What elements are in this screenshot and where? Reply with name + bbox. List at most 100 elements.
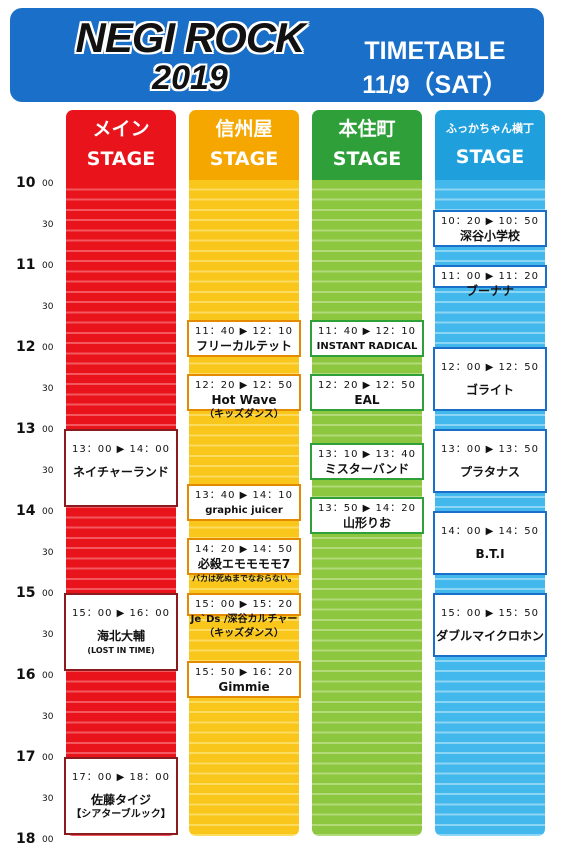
time-minute: 00 bbox=[42, 179, 54, 189]
act-time: 13：10 ▶ 13：40 bbox=[318, 448, 416, 460]
act-slot[interactable]: 11：40 ▶ 12：10 フリーカルテット bbox=[187, 319, 301, 357]
act-artist: Hot Wave bbox=[211, 393, 277, 408]
act-slot[interactable]: 13：10 ▶ 13：40 ミスターバンド bbox=[310, 442, 424, 480]
time-minute: 00 bbox=[42, 753, 54, 763]
act-artist: ゴライト bbox=[465, 383, 514, 397]
act-artist: 佐藤タイジ bbox=[90, 793, 151, 807]
time-minute: 00 bbox=[42, 835, 54, 845]
act-slot[interactable]: 14：00 ▶ 14：50 B.T.I bbox=[433, 511, 547, 576]
time-label: 16 00 bbox=[0, 667, 62, 683]
event-date: 11/9（SAT） bbox=[362, 71, 508, 99]
act-artist: ネイチャーランド bbox=[73, 465, 169, 479]
time-label: 12 00 bbox=[0, 339, 62, 355]
time-hour: 13 bbox=[16, 421, 36, 437]
act-artist: ミスターバンド bbox=[324, 461, 410, 476]
stage-label: STAGE bbox=[86, 148, 156, 170]
time-minute: 00 bbox=[42, 507, 54, 517]
time-hour: 18 bbox=[16, 831, 36, 847]
act-time: 15：00 ▶ 16：00 bbox=[72, 608, 170, 619]
stage-column: ふっかちゃん横丁 STAGE bbox=[435, 110, 545, 836]
act-artist: 海北大輔 bbox=[96, 629, 145, 643]
act-subtitle: バカは死ぬまでなおらない。 bbox=[192, 574, 296, 584]
logo-year: 2019 bbox=[152, 59, 228, 97]
time-minute: 30 bbox=[42, 466, 54, 476]
act-time: 11：40 ▶ 12：10 bbox=[318, 325, 416, 337]
time-label: 10 00 bbox=[0, 175, 62, 191]
act-artist: フリーカルテット bbox=[195, 338, 292, 353]
act-time: 13：50 ▶ 14：20 bbox=[318, 503, 416, 515]
stage-header: 信州屋 STAGE bbox=[189, 110, 299, 180]
act-slot[interactable]: 12：00 ▶ 12：50 ゴライト bbox=[433, 347, 547, 412]
time-hour: 11 bbox=[16, 257, 36, 273]
act-artist: 必殺エモモモモ7 bbox=[197, 557, 291, 572]
timetable-title: TIMETABLE bbox=[364, 37, 506, 65]
act-time: 11：00 ▶ 11：20 bbox=[441, 271, 539, 282]
stage-name: ふっかちゃん横丁 bbox=[446, 122, 534, 135]
act-slot[interactable]: 15：00 ▶ 15：20 Je`Ds /深谷カルチャー （キッズダンス） bbox=[187, 593, 301, 639]
act-subtitle: (LOST IN TIME) bbox=[87, 646, 155, 655]
act-slot[interactable]: 12：20 ▶ 12：50 Hot Wave （キッズダンス） bbox=[187, 374, 301, 420]
act-subtitle: 【シアターブルック】 bbox=[71, 809, 171, 820]
act-time: 13：00 ▶ 13：50 bbox=[441, 444, 539, 455]
stage-column: 信州屋 STAGE bbox=[189, 110, 299, 836]
act-time: 15：00 ▶ 15：20 bbox=[195, 599, 293, 610]
time-hour: 16 bbox=[16, 667, 36, 683]
act-time: 12：20 ▶ 12：50 bbox=[195, 380, 293, 392]
act-slot[interactable]: 11：00 ▶ 11：20 ブーナナ bbox=[433, 265, 547, 298]
time-minute: 00 bbox=[42, 671, 54, 681]
stage-header: 本住町 STAGE bbox=[312, 110, 422, 180]
act-time: 11：40 ▶ 12：10 bbox=[195, 325, 293, 337]
time-hour: 15 bbox=[16, 585, 36, 601]
time-minute: 30 bbox=[42, 548, 54, 558]
stage-timeline bbox=[66, 180, 176, 836]
stage-label: STAGE bbox=[332, 148, 402, 170]
time-label: 15 00 bbox=[0, 585, 62, 601]
act-time: 15：50 ▶ 16：20 bbox=[195, 667, 293, 679]
act-slot[interactable]: 14：20 ▶ 14：50 必殺エモモモモ7 バカは死ぬまでなおらない。 bbox=[187, 538, 301, 583]
time-hour: 12 bbox=[16, 339, 36, 355]
act-slot[interactable]: 15：00 ▶ 16：00 海北大輔 (LOST IN TIME) bbox=[64, 593, 178, 671]
act-slot[interactable]: 13：00 ▶ 14：00 ネイチャーランド bbox=[64, 429, 178, 507]
act-slot[interactable]: 12：20 ▶ 12：50 EAL bbox=[310, 374, 424, 412]
time-label: 17 00 bbox=[0, 749, 62, 765]
act-slot[interactable]: 13：50 ▶ 14：20 山形りお bbox=[310, 497, 424, 535]
stage-header: ふっかちゃん横丁 STAGE bbox=[435, 110, 545, 180]
act-artist: graphic juicer bbox=[205, 504, 283, 516]
time-hour: 17 bbox=[16, 749, 36, 765]
stage-label: STAGE bbox=[455, 146, 525, 168]
timetable-title-block: TIMETABLE 11/9（SAT） bbox=[330, 34, 540, 102]
stage-column: メイン STAGE bbox=[66, 110, 176, 836]
act-slot[interactable]: 11：40 ▶ 12：10 INSTANT RADICAL bbox=[310, 319, 424, 357]
logo-text: NEGI ROCK bbox=[75, 14, 305, 61]
stage-label: STAGE bbox=[209, 148, 279, 170]
time-label: 11 00 bbox=[0, 257, 62, 273]
act-slot[interactable]: 17：00 ▶ 18：00 佐藤タイジ【シアターブルック】 bbox=[64, 757, 178, 835]
time-label: 30 bbox=[0, 626, 62, 642]
act-time: 14：00 ▶ 14：50 bbox=[441, 526, 539, 537]
act-slot[interactable]: 10：20 ▶ 10：50 深谷小学校 bbox=[433, 210, 547, 248]
time-minute: 30 bbox=[42, 302, 54, 312]
act-artist: Je`Ds /深谷カルチャー bbox=[190, 614, 298, 625]
time-hour: 14 bbox=[16, 503, 36, 519]
act-time: 12：00 ▶ 12：50 bbox=[441, 362, 539, 373]
act-slot[interactable]: 13：00 ▶ 13：50 プラタナス bbox=[433, 429, 547, 494]
act-time: 17：00 ▶ 18：00 bbox=[72, 772, 170, 783]
stage-timeline bbox=[435, 180, 545, 836]
act-time: 15：00 ▶ 15：50 bbox=[441, 608, 539, 619]
time-minute: 00 bbox=[42, 343, 54, 353]
time-label: 30 bbox=[0, 708, 62, 724]
time-label: 30 bbox=[0, 380, 62, 396]
time-label: 18 00 bbox=[0, 831, 62, 847]
act-time: 10：20 ▶ 10：50 bbox=[441, 216, 539, 228]
time-label: 30 bbox=[0, 298, 62, 314]
time-minute: 00 bbox=[42, 425, 54, 435]
time-minute: 30 bbox=[42, 794, 54, 804]
act-artist: 山形りお bbox=[342, 516, 391, 531]
time-label: 30 bbox=[0, 790, 62, 806]
time-label: 30 bbox=[0, 544, 62, 560]
act-slot[interactable]: 15：00 ▶ 15：50 ダブルマイクロホン bbox=[433, 593, 547, 658]
act-slot[interactable]: 15：50 ▶ 16：20 Gimmie bbox=[187, 661, 301, 699]
time-label: 30 bbox=[0, 462, 62, 478]
act-slot[interactable]: 13：40 ▶ 14：10 graphic juicer bbox=[187, 483, 301, 521]
stage-name: 信州屋 bbox=[215, 118, 273, 140]
